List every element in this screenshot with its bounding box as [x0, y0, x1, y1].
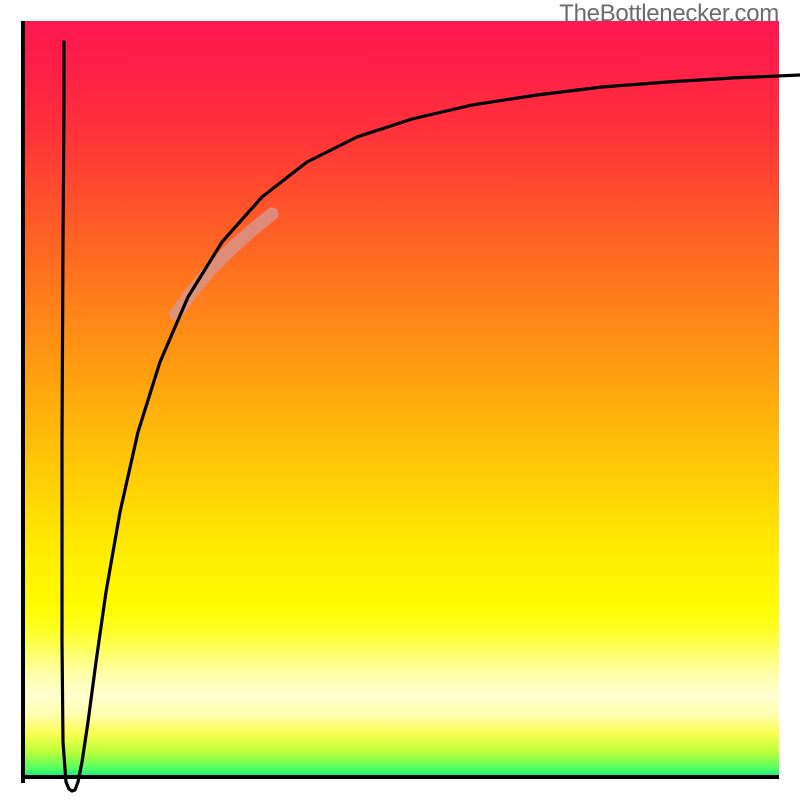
x-axis: [21, 775, 779, 779]
highlight-segment: [176, 214, 272, 314]
attribution-text: TheBottlenecker.com: [559, 0, 779, 28]
y-axis: [21, 21, 25, 783]
bottleneck-curve: [62, 42, 800, 791]
curve-layer: [42, 42, 800, 800]
bottleneck-chart: TheBottlenecker.com: [0, 0, 800, 800]
plot-area: [21, 21, 779, 779]
